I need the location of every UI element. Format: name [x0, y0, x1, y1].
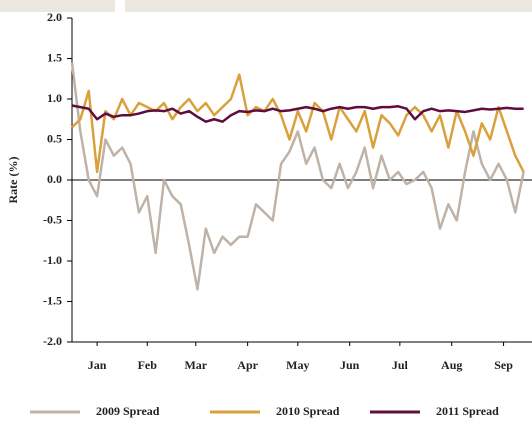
x-tick-label: Aug [441, 358, 462, 372]
header-bar [0, 0, 115, 12]
legend-label: 2009 Spread [96, 404, 160, 418]
y-tick-label: 0.5 [47, 131, 62, 145]
x-tick-label: Sep [494, 358, 513, 372]
x-tick-label: Jan [88, 358, 107, 372]
x-tick-label: Jun [340, 358, 360, 372]
y-tick-label: -2.0 [43, 334, 62, 348]
y-tick-label: -1.0 [43, 253, 62, 267]
legend-label: 2010 Spread [276, 404, 340, 418]
x-tick-label: Feb [138, 358, 158, 372]
y-tick-label: 1.0 [47, 91, 62, 105]
legend-label: 2011 Spread [436, 404, 499, 418]
x-tick-label: Jul [392, 358, 409, 372]
x-tick-label: May [286, 358, 309, 372]
series-line [71, 73, 525, 174]
y-tick-label: 1.5 [47, 50, 62, 64]
x-tick-label: Mar [184, 358, 207, 372]
x-tick-label: Apr [237, 358, 258, 372]
series-line [71, 104, 524, 123]
y-tick-label: 2.0 [47, 10, 62, 24]
y-tick-label: -0.5 [43, 212, 62, 226]
y-tick-label: -1.5 [43, 293, 62, 307]
y-axis-label: Rate (%) [6, 157, 20, 204]
y-tick-label: 0.0 [47, 172, 62, 186]
header-bar [125, 0, 532, 12]
series-line [70, 62, 525, 291]
